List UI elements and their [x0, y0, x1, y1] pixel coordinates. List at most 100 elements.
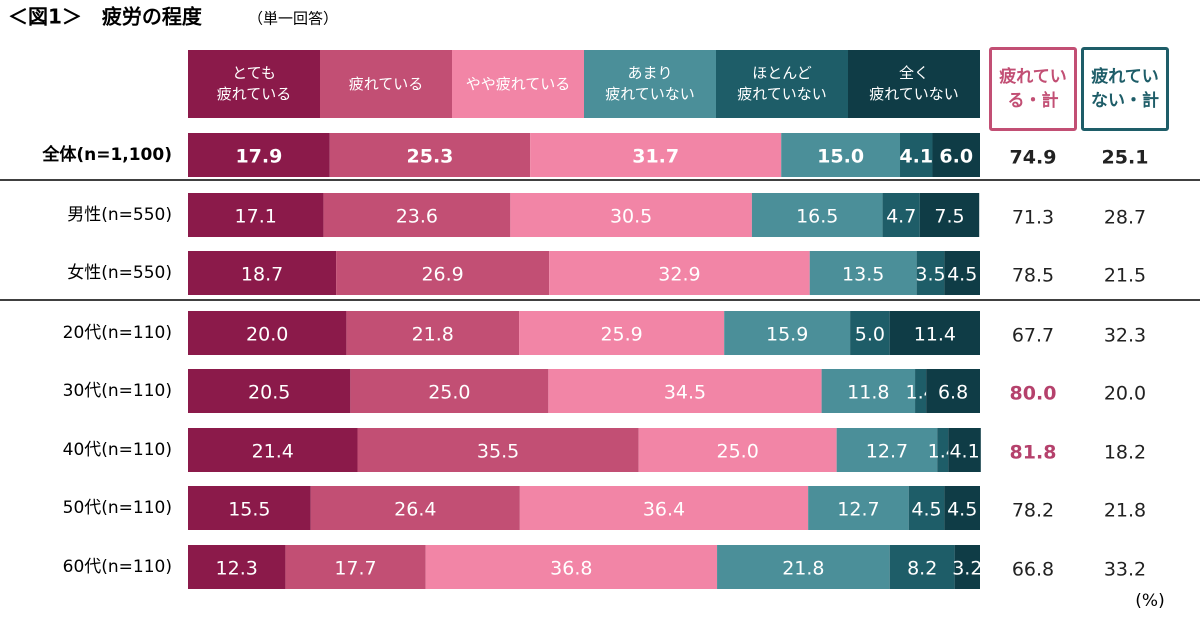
bar-segment: [346, 311, 520, 355]
value-label: 25.9: [600, 324, 642, 346]
legend-header: やや疲れている: [452, 50, 584, 118]
bar-segment: [357, 428, 639, 472]
total-header: 疲れている・計: [989, 47, 1077, 131]
bar-segment: [932, 133, 980, 177]
value-label: 7.5: [934, 206, 964, 228]
bar-segment: [916, 251, 945, 295]
total-value: 71.3: [1012, 207, 1054, 229]
bar-segment: [717, 545, 890, 589]
value-label: 5.0: [855, 324, 885, 346]
value-label: 30.5: [610, 206, 652, 228]
bar-segment: [510, 193, 752, 237]
value-label: 3.2: [952, 558, 982, 580]
value-label: 12.7: [837, 499, 879, 521]
value-label: 17.7: [334, 558, 376, 580]
total-value: 66.8: [1012, 559, 1054, 581]
bar-segment: [948, 428, 981, 472]
value-label: 32.9: [658, 264, 700, 286]
value-label: 12.3: [216, 558, 258, 580]
category-label: 60代(n=110): [63, 557, 172, 577]
legend-header: 疲れている: [320, 50, 452, 118]
legend-header: ほとんど 疲れていない: [716, 50, 848, 118]
bar-segment: [889, 311, 980, 355]
value-label: 8.2: [907, 558, 937, 580]
total-header: 疲れていない・計: [1081, 47, 1169, 131]
value-label: 13.5: [842, 264, 884, 286]
value-label: 15.9: [766, 324, 808, 346]
value-label: 4.7: [886, 206, 916, 228]
value-label: 11.4: [914, 324, 956, 346]
bar-segment: [548, 369, 822, 413]
bar-segment: [908, 486, 945, 530]
value-label: 15.0: [817, 146, 864, 168]
total-value: 80.0: [1010, 383, 1057, 405]
value-label: 21.8: [782, 558, 824, 580]
bar-segment: [425, 545, 718, 589]
bar-segment: [821, 369, 916, 413]
value-label: 6.0: [939, 146, 973, 168]
bar-segment: [549, 251, 810, 295]
total-value: 74.9: [1010, 147, 1057, 169]
total-value: 20.0: [1104, 383, 1146, 405]
value-label: 4.1: [899, 146, 933, 168]
bar-segment: [638, 428, 837, 472]
value-label: 4.5: [911, 499, 941, 521]
value-label: 17.1: [235, 206, 277, 228]
total-value: 78.2: [1012, 500, 1054, 522]
chart-subtitle: （単一回答）: [248, 10, 338, 28]
bar-segment: [937, 428, 949, 472]
bar-segment: [188, 311, 347, 355]
bar-segment: [519, 486, 809, 530]
category-label: 50代(n=110): [63, 498, 172, 518]
value-label: 26.4: [394, 499, 436, 521]
bar-segment: [889, 545, 955, 589]
bar-segment: [944, 251, 980, 295]
value-label: 34.5: [664, 382, 706, 404]
bar-segment: [285, 545, 426, 589]
value-label: 25.3: [407, 146, 454, 168]
bar-segment: [850, 311, 890, 355]
bar-segment: [808, 486, 909, 530]
bar-segment: [188, 133, 330, 177]
value-label: 11.8: [847, 382, 889, 404]
value-label: 26.9: [421, 264, 463, 286]
value-label: 35.5: [477, 441, 519, 463]
bar-segment: [915, 369, 927, 413]
bar-segment: [336, 251, 550, 295]
value-label: 25.0: [716, 441, 758, 463]
bar-segment: [310, 486, 520, 530]
total-value: 78.5: [1012, 265, 1054, 287]
bar-segment: [751, 193, 883, 237]
bar-segment: [323, 193, 511, 237]
value-label: 4.5: [947, 499, 977, 521]
value-label: 6.8: [938, 382, 968, 404]
bar-segment: [519, 311, 725, 355]
value-label: 21.4: [252, 441, 294, 463]
value-label: 36.8: [550, 558, 592, 580]
bar-segment: [954, 545, 980, 589]
value-label: 4.5: [947, 264, 977, 286]
category-label: 40代(n=110): [63, 440, 172, 460]
bar-segment: [882, 193, 920, 237]
bar-segment: [836, 428, 938, 472]
unit-label: (%): [1135, 591, 1164, 611]
category-label: 20代(n=110): [63, 323, 172, 343]
legend-header: 全く 疲れていない: [848, 50, 980, 118]
value-label: 36.4: [643, 499, 685, 521]
category-label: 30代(n=110): [63, 381, 172, 401]
total-value: 81.8: [1010, 442, 1057, 464]
category-label: 女性(n=550): [67, 263, 172, 283]
bar-segment: [188, 251, 337, 295]
bar-segment: [900, 133, 933, 177]
bar-segment: [809, 251, 917, 295]
bar-segment: [926, 369, 980, 413]
bar-segment: [530, 133, 782, 177]
bar-segment: [188, 369, 351, 413]
bar-segment: [188, 428, 358, 472]
total-value: 25.1: [1102, 147, 1149, 169]
bar-segment: [724, 311, 851, 355]
category-label: 男性(n=550): [67, 205, 172, 225]
total-value: 67.7: [1012, 325, 1054, 347]
value-label: 12.7: [866, 441, 908, 463]
